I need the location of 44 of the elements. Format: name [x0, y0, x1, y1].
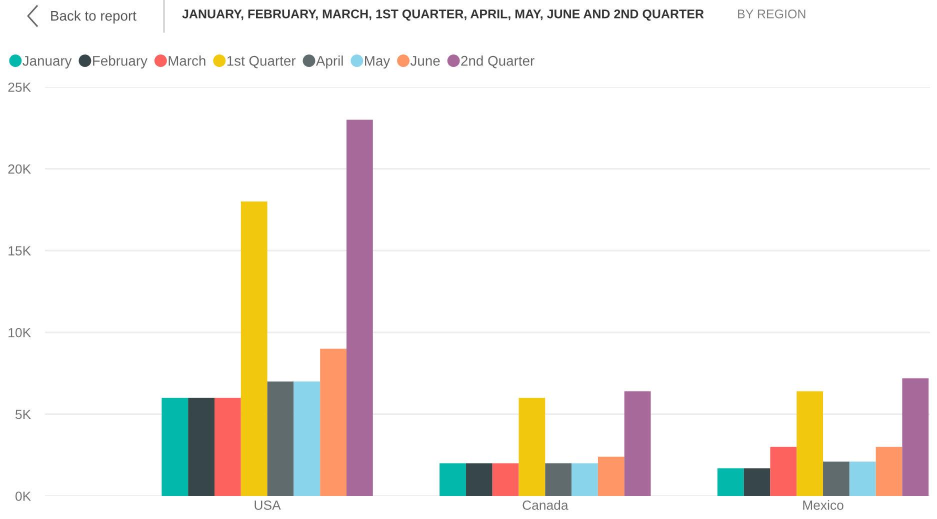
x-tick-label: Mexico: [803, 500, 844, 510]
chart-subtitle: BY REGION: [738, 10, 806, 18]
legend-label: March: [168, 56, 206, 66]
bar: [744, 468, 770, 496]
legend-label: 2nd Quarter: [461, 56, 534, 68]
y-tick-label: 15K: [8, 246, 31, 256]
bar: [320, 348, 346, 496]
bar: [796, 391, 824, 496]
bar: [492, 463, 519, 496]
legend-label: April: [316, 56, 343, 69]
bar: [823, 462, 850, 496]
bar: [876, 446, 902, 496]
bar: [849, 462, 876, 496]
x-tick-label: USA: [254, 500, 281, 510]
bar: [598, 456, 624, 496]
bar: [267, 381, 294, 496]
bar: [346, 120, 373, 496]
bar: [162, 398, 188, 496]
legend-label: May: [365, 56, 390, 69]
legend-label: June: [410, 56, 440, 66]
bar: [518, 398, 546, 496]
y-tick-label: 5K: [16, 410, 31, 420]
bar: [440, 463, 466, 496]
bar: [770, 446, 797, 496]
bar: [466, 463, 492, 496]
bar: [624, 391, 651, 496]
x-tick-label: Canada: [522, 500, 568, 510]
bar: [572, 463, 598, 496]
bar: [214, 398, 241, 496]
bar: [240, 202, 268, 496]
legend-label: February: [93, 56, 148, 69]
legend-label: 1st Quarter: [227, 56, 296, 68]
bar: [188, 398, 214, 496]
bar: [294, 381, 320, 496]
y-tick-label: 25K: [8, 82, 31, 92]
bar: [545, 463, 572, 496]
legend-label: January: [22, 56, 72, 69]
text: Back to report: [51, 10, 136, 24]
chart-title: JANUARY, FEBRUARY, MARCH, 1ST QUARTER, APRIL, MAY, JUNE AND 2ND QUARTER: [182, 10, 704, 21]
y-tick-label: 0K: [15, 492, 31, 501]
y-tick-label: 20K: [8, 164, 31, 174]
bar: [717, 468, 744, 496]
y-tick-label: 10K: [8, 328, 31, 338]
bar: [902, 378, 929, 496]
